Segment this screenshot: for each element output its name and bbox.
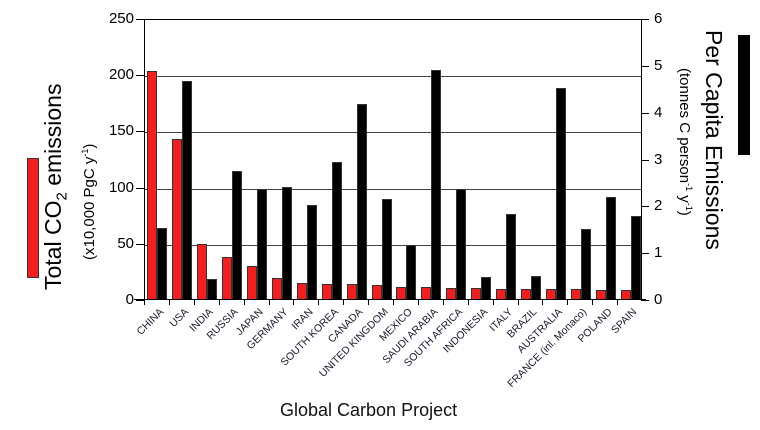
gridline: [145, 132, 641, 134]
right-tick-label: 5: [654, 56, 663, 74]
left-tick-label: 150: [108, 122, 134, 140]
left-tick-mark: [136, 187, 144, 189]
bar-per-capita-usa: [182, 80, 193, 300]
bar-per-capita-poland: [605, 196, 616, 300]
right-tick-mark: [641, 206, 649, 208]
right-tick-mark: [641, 65, 649, 67]
left-axis-title: Total CO2 emissions: [40, 83, 71, 290]
right-tick-label: 3: [654, 150, 663, 168]
plot-area: [144, 19, 642, 300]
bar-total-usa: [172, 139, 183, 300]
x-tick-mark: [567, 300, 569, 305]
left-tick-mark: [136, 131, 144, 133]
legend-swatch-total: [27, 158, 39, 278]
x-tick-mark: [193, 300, 195, 305]
footer-credit: Global Carbon Project: [280, 400, 458, 420]
left-tick-mark: [136, 75, 144, 77]
bar-per-capita-canada: [356, 104, 367, 300]
left-tick-mark: [136, 300, 144, 301]
x-tick-label: CHINA: [134, 306, 167, 338]
x-tick-mark: [492, 300, 494, 305]
bar-per-capita-china: [157, 227, 168, 300]
bar-total-united-kingdom: [371, 285, 382, 300]
right-axis-title: Per Capita Emissions: [701, 30, 727, 250]
bar-per-capita-france-inl-monaco-: [580, 228, 591, 300]
bar-per-capita-germany: [281, 187, 292, 300]
x-tick-mark: [417, 300, 419, 305]
bar-per-capita-australia: [555, 88, 566, 300]
gridline: [145, 76, 641, 78]
bar-per-capita-russia: [232, 171, 243, 300]
x-tick-mark: [243, 300, 245, 305]
left-tick-label: 0: [125, 291, 134, 308]
bar-total-japan: [247, 266, 258, 300]
x-tick-mark: [592, 300, 594, 305]
x-tick-mark: [393, 300, 394, 305]
bar-per-capita-brazil: [530, 276, 541, 300]
bar-per-capita-japan: [257, 188, 267, 300]
x-tick-mark: [617, 300, 619, 305]
x-tick-mark: [517, 300, 519, 305]
x-tick-mark: [368, 300, 370, 305]
left-tick-label: 200: [108, 66, 134, 84]
x-tick-mark: [343, 300, 345, 305]
left-tick-mark: [136, 19, 144, 20]
x-axis-line: [134, 299, 646, 300]
bar-per-capita-india: [207, 278, 218, 300]
x-tick-mark: [442, 300, 444, 305]
right-tick-mark: [641, 19, 649, 20]
gridline: [145, 188, 641, 190]
right-tick-label: 1: [654, 244, 663, 262]
x-tick-mark: [168, 300, 170, 305]
right-tick-mark: [641, 253, 649, 255]
bar-total-germany: [271, 277, 282, 300]
bar-total-china: [147, 70, 158, 300]
bar-total-mexico: [396, 286, 407, 300]
bar-per-capita-south-korea: [331, 161, 342, 300]
bar-per-capita-mexico: [406, 244, 417, 300]
left-tick-mark: [136, 243, 144, 245]
right-tick-mark: [641, 112, 649, 114]
x-tick-mark: [218, 300, 220, 305]
x-tick-mark: [542, 300, 544, 305]
gridline: [145, 244, 641, 246]
right-tick-label: 0: [654, 291, 663, 308]
bar-per-capita-iran: [306, 204, 317, 300]
bar-per-capita-indonesia: [481, 277, 492, 300]
x-tick-mark: [144, 300, 145, 305]
x-tick-mark: [293, 300, 295, 305]
left-tick-label: 250: [108, 10, 134, 27]
right-tick-label: 2: [654, 197, 663, 215]
bar-total-saudi-arabia: [421, 286, 432, 300]
x-tick-label: SPAIN: [609, 306, 640, 337]
bar-total-south-korea: [321, 284, 332, 300]
right-tick-mark: [641, 159, 649, 161]
legend-swatch-per-capita: [738, 35, 750, 155]
x-tick-mark: [268, 300, 270, 305]
bar-per-capita-italy: [506, 213, 516, 300]
right-tick-label: 6: [654, 10, 663, 27]
bar-per-capita-south-africa: [456, 188, 467, 300]
bar-total-india: [197, 243, 208, 300]
bar-per-capita-united-kingdom: [381, 198, 392, 300]
x-tick-mark: [318, 300, 320, 305]
bar-total-russia: [222, 257, 233, 300]
x-tick-mark: [467, 300, 469, 305]
bar-total-iran: [296, 283, 307, 300]
bar-per-capita-spain: [630, 216, 641, 300]
left-tick-label: 50: [117, 234, 134, 252]
right-tick-mark: [641, 300, 649, 301]
left-tick-label: 100: [108, 178, 134, 196]
bar-per-capita-saudi-arabia: [431, 70, 442, 300]
right-axis-unit: (tonnes C person-1 y-1): [676, 68, 694, 216]
bar-total-canada: [346, 284, 357, 300]
right-tick-label: 4: [654, 103, 663, 121]
